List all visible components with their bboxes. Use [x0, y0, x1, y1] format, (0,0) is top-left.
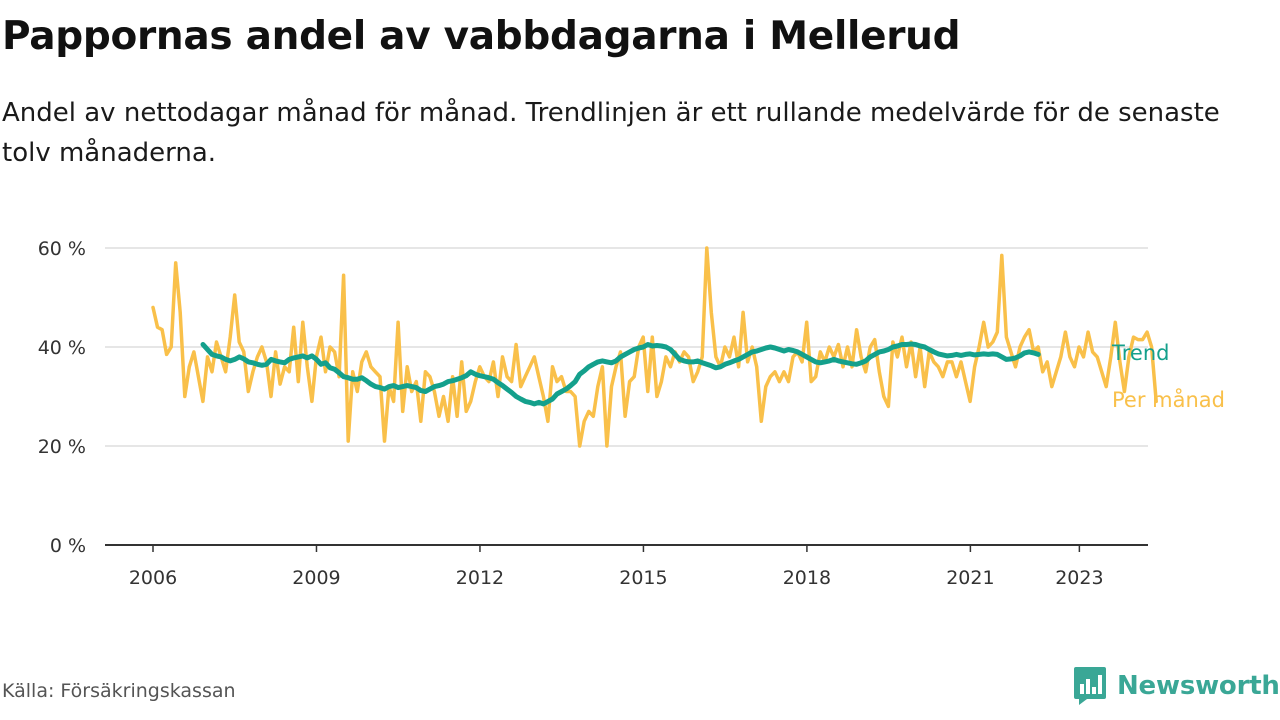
chart-title: Pappornas andel av vabbdagarna i Melleru… [2, 14, 961, 59]
brand-logo: Newsworthy [1073, 664, 1280, 708]
x-tick-label: 2023 [1055, 567, 1103, 589]
series-labels: Per månad Trend [1111, 341, 1225, 412]
y-tick-label: 0 % [50, 535, 86, 557]
line-chart: 2006 2009 2012 2015 2018 2021 2023 0 % 20 % 40 %… [38, 238, 1225, 589]
x-tick-label: 2015 [619, 567, 667, 589]
y-tick-label: 60 % [38, 238, 86, 260]
x-tick-label: 2018 [783, 567, 831, 589]
series-line-per-manad [151, 246, 1158, 448]
x-axis: 2006 2009 2012 2015 2018 2021 2023 [105, 544, 1148, 589]
source-note: Källa: Försäkringskassan [2, 680, 236, 702]
series-lines [151, 246, 1158, 448]
bar-chart-logo-icon [1074, 667, 1106, 705]
gridlines [105, 247, 1148, 447]
x-tick-label: 2012 [456, 567, 504, 589]
series-label-per-manad: Per månad [1112, 387, 1225, 412]
series-line-trend [200, 341, 1041, 407]
chart-subtitle: Andel av nettodagar månad för månad. Tre… [2, 98, 1220, 168]
y-tick-label: 20 % [38, 436, 86, 458]
brand-name: Newsworthy [1117, 671, 1280, 701]
x-tick-label: 2009 [292, 567, 340, 589]
y-tick-label: 40 % [38, 337, 86, 359]
x-tick-label: 2006 [129, 567, 177, 589]
x-tick-label: 2021 [946, 567, 994, 589]
series-label-trend: Trend [1111, 341, 1169, 365]
y-axis: 0 % 20 % 40 % 60 % [38, 238, 86, 557]
